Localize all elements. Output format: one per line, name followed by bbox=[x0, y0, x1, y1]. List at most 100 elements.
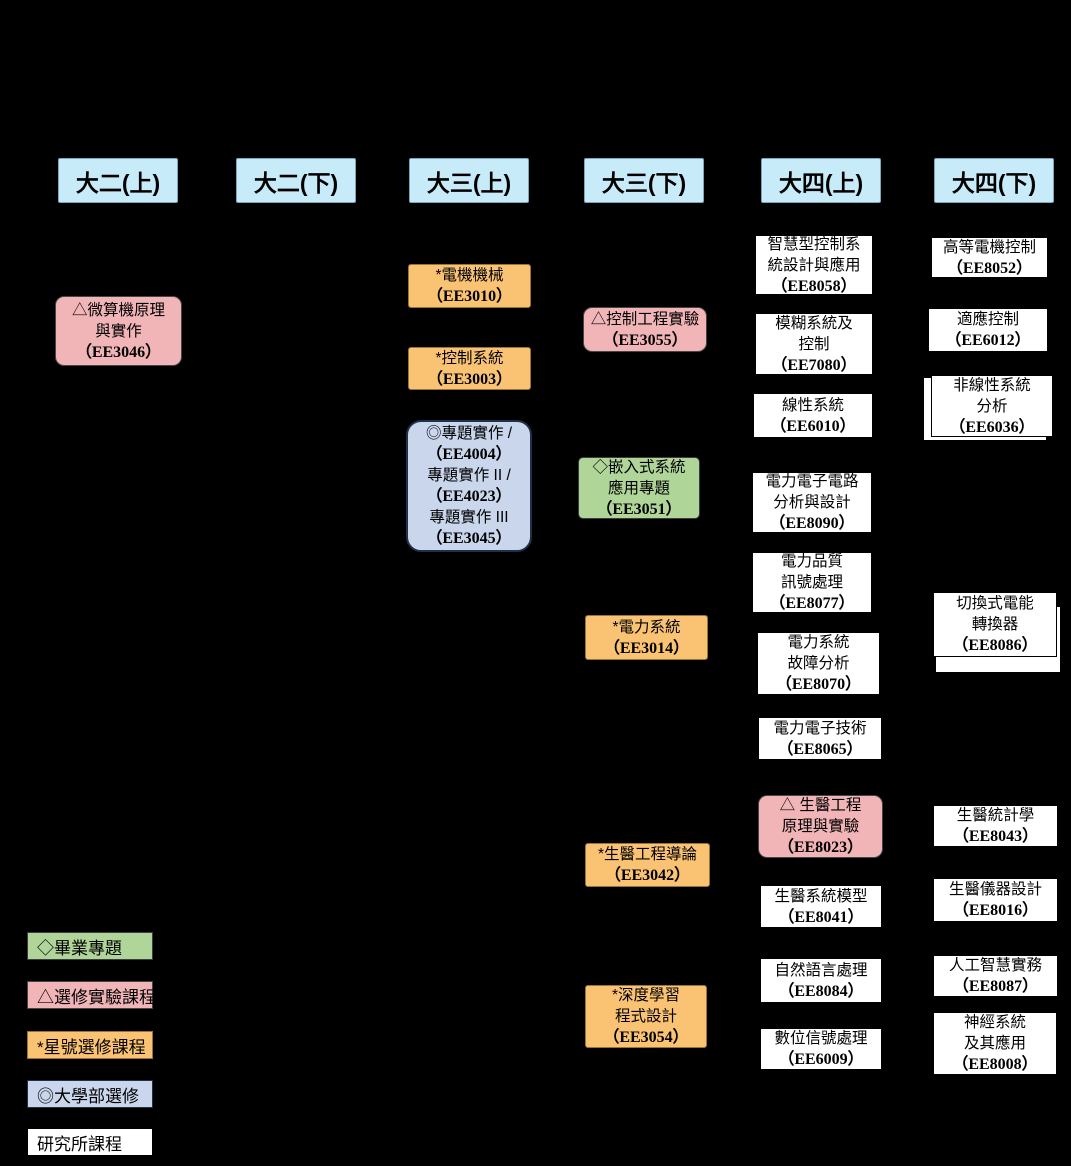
course-code: （EE3054） bbox=[603, 1029, 689, 1046]
course-code: （EE3055） bbox=[602, 331, 688, 349]
course-title-line: 電力電子技術 bbox=[773, 719, 867, 737]
legend-item-star: *星號選修課程 bbox=[27, 1031, 153, 1059]
course-title-line: 與實作 bbox=[95, 322, 142, 340]
course-code: （EE3042） bbox=[604, 867, 691, 884]
course-title-line: 程式設計 bbox=[614, 1008, 677, 1025]
legend-item-undergrad: ◎大學部選修 bbox=[27, 1080, 153, 1108]
course-code: （EE4023） bbox=[426, 488, 512, 505]
course-box-ee3003: *控制系統 （EE3003） bbox=[408, 347, 531, 390]
course-box-ee6036: 非線性系統分析 （EE6036） bbox=[931, 375, 1053, 437]
course-box-ee3055: △控制工程實驗 （EE3055） bbox=[583, 307, 707, 352]
course-title-line: 電力品質 bbox=[780, 553, 843, 570]
course-code: （EE3045） bbox=[426, 530, 512, 547]
course-box-ee8016: 生醫儀器設計 （EE8016） bbox=[933, 878, 1058, 922]
course-title-line: 專題實作 II / bbox=[427, 467, 511, 484]
course-title-line: 人工智慧實務 bbox=[948, 957, 1042, 974]
course-title-line: 切換式電能 bbox=[956, 595, 1034, 612]
course-box-ee7080: 模糊系統及控制 （EE7080） bbox=[755, 313, 873, 375]
course-code: （EE3014） bbox=[603, 639, 690, 657]
course-code: （EE8016） bbox=[952, 902, 1039, 919]
course-box-ee8008: 神經系統 及其應用 （EE8008） bbox=[933, 1012, 1057, 1075]
course-code: （EE3046） bbox=[75, 343, 162, 361]
course-code: （EE8070） bbox=[775, 676, 862, 693]
course-box-ee8058: 智慧型控制系 統設計與應用 （EE8058） bbox=[755, 235, 873, 295]
course-code: （EE8008） bbox=[952, 1056, 1038, 1073]
course-code: （EE8077） bbox=[769, 595, 855, 612]
course-title-line: 及其應用 bbox=[963, 1035, 1026, 1052]
course-title-line: △ 生醫工程 bbox=[779, 797, 862, 814]
course-title-line: 控制 bbox=[798, 335, 830, 353]
course-title-line: 自然語言處理 bbox=[774, 961, 868, 979]
course-box-ee4004: ◎專題實作 / （EE4004） 專題實作 II / （EE4023） 專題實作 III… bbox=[406, 420, 532, 552]
course-box-ee3042: *生醫工程導論 （EE3042） bbox=[585, 843, 710, 887]
semester-header-1: 大二(上) bbox=[58, 158, 178, 203]
course-box-ee8070: 電力系統故障分析 （EE8070） bbox=[757, 632, 880, 695]
course-title-line: 非線性系統 bbox=[953, 376, 1031, 394]
course-box-ee6012: 適應控制 （EE6012） bbox=[928, 308, 1048, 352]
course-title-line: 轉換器 bbox=[971, 616, 1019, 633]
course-box-ee3014: *電力系統 （EE3014） bbox=[585, 615, 708, 660]
course-title-line: *電機機械 bbox=[435, 267, 504, 284]
course-code: （EE8065） bbox=[777, 740, 863, 758]
course-title-line: 智慧型控制系 bbox=[767, 235, 861, 253]
course-box-ee8090: 電力電子電路 分析與設計 （EE8090） bbox=[752, 472, 872, 533]
course-box-ee3051: ◇嵌入式系統 應用專題 （EE3051） bbox=[578, 457, 700, 519]
course-code: （EE6010） bbox=[770, 417, 856, 435]
course-code: （EE8086） bbox=[952, 637, 1038, 654]
course-title-line: ◇嵌入式系統 bbox=[592, 458, 686, 476]
legend-item-capstone: ◇畢業專題 bbox=[27, 932, 153, 960]
semester-header-5: 大四(上) bbox=[761, 158, 881, 203]
course-title-line: *控制系統 bbox=[435, 349, 504, 367]
course-box-ee6010: 線性系統 （EE6010） bbox=[753, 393, 873, 438]
course-title-line: 生醫統計學 bbox=[956, 807, 1035, 824]
course-box-ee8086: 切換式電能轉換器 （EE8086） bbox=[933, 592, 1057, 657]
course-code: （EE8058） bbox=[771, 277, 857, 295]
course-title-line: 分析 bbox=[976, 397, 1008, 415]
course-code: （EE8041） bbox=[778, 908, 864, 926]
course-box-ee8077: 電力品質訊號處理 （EE8077） bbox=[752, 552, 872, 613]
course-box-ee3046: △微算機原理 與實作 （EE3046） bbox=[55, 296, 182, 366]
course-title-line: 故障分析 bbox=[787, 655, 850, 672]
course-code: （EE4004） bbox=[426, 446, 512, 463]
course-title-line: 適應控制 bbox=[956, 311, 1019, 328]
semester-header-3: 大三(上) bbox=[409, 158, 529, 203]
course-box-ee8043: 生醫統計學 （EE8043） bbox=[933, 805, 1058, 847]
course-code: （EE7080） bbox=[771, 356, 857, 374]
course-title-line: 模糊系統及 bbox=[775, 314, 853, 332]
course-title-line: 高等電機控制 bbox=[942, 238, 1036, 256]
course-code: （EE6036） bbox=[949, 418, 1035, 436]
course-title-line: 專題實作 III bbox=[429, 509, 509, 526]
course-title-line: △控制工程實驗 bbox=[590, 310, 700, 328]
course-code: （EE8090） bbox=[769, 515, 855, 532]
course-box-ee8087: 人工智慧實務 （EE8087） bbox=[933, 955, 1058, 997]
course-code: （EE3010） bbox=[426, 288, 513, 305]
course-code: （EE8052） bbox=[946, 259, 1033, 277]
course-code: （EE6012） bbox=[945, 332, 1031, 349]
course-box-ee6009: 數位信號處理 （EE6009） bbox=[760, 1028, 882, 1070]
course-title-line: 分析與設計 bbox=[773, 494, 851, 511]
course-box-ee3054: *深度學習程式設計 （EE3054） bbox=[585, 985, 707, 1048]
course-title-line: 訊號處理 bbox=[780, 574, 843, 591]
course-title-line: *電力系統 bbox=[612, 618, 681, 636]
course-box-ee8052: 高等電機控制 （EE8052） bbox=[931, 237, 1048, 278]
course-box-ee8023: △ 生醫工程 原理與實驗 （EE8023） bbox=[758, 795, 883, 858]
course-title-line: 生醫系統模型 bbox=[774, 887, 868, 905]
course-title-line: 電力系統 bbox=[787, 634, 850, 651]
course-title-line: 數位信號處理 bbox=[774, 1030, 868, 1047]
course-title-line: 統設計與應用 bbox=[767, 256, 861, 274]
course-title-line: *生醫工程導論 bbox=[597, 846, 698, 863]
course-title-line: ◎專題實作 / bbox=[425, 425, 513, 442]
course-title-line: △微算機原理 bbox=[71, 301, 165, 319]
course-code: （EE8043） bbox=[952, 828, 1039, 845]
course-code: （EE8023） bbox=[777, 839, 864, 856]
course-code: （EE8087） bbox=[952, 978, 1039, 995]
course-code: （EE3051） bbox=[596, 500, 682, 518]
course-title-line: 生醫儀器設計 bbox=[948, 881, 1042, 898]
course-box-ee8065: 電力電子技術 （EE8065） bbox=[758, 717, 882, 760]
semester-header-4: 大三(下) bbox=[584, 158, 704, 203]
course-box-ee8041: 生醫系統模型 （EE8041） bbox=[760, 885, 882, 928]
course-title-line: 線性系統 bbox=[781, 396, 844, 414]
semester-header-2: 大二(下) bbox=[236, 158, 356, 203]
course-title-line: *深度學習 bbox=[611, 987, 681, 1004]
